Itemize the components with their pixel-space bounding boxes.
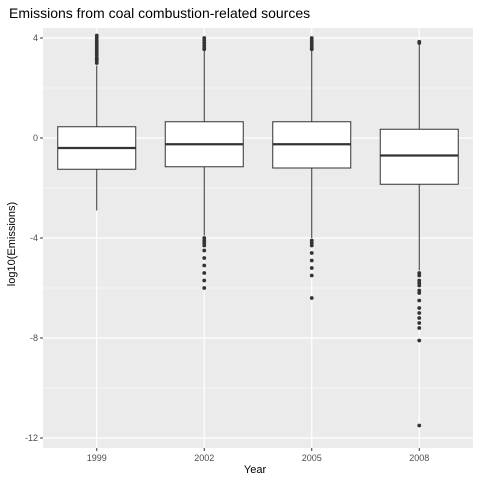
y-axis-title: log10(Emissions) <box>6 202 18 286</box>
outlier-point <box>202 279 206 283</box>
outlier-point <box>310 244 314 248</box>
outlier-point <box>310 274 314 278</box>
outlier-point <box>417 40 421 44</box>
outlier-point <box>417 284 421 288</box>
chart-title: Emissions from coal combustion-related s… <box>9 5 310 21</box>
outlier-point <box>95 34 99 38</box>
outlier-point <box>310 296 314 300</box>
outlier-point <box>310 36 314 40</box>
outlier-point <box>417 339 421 343</box>
outlier-point <box>202 256 206 260</box>
outlier-point <box>417 424 421 428</box>
x-axis-ticks: 1999 2002 2005 2008 <box>87 448 430 463</box>
y-tick-label: 4 <box>33 33 38 43</box>
iqr-box <box>380 129 458 184</box>
outlier-point <box>310 251 314 255</box>
outlier-point <box>202 36 206 40</box>
x-tick-label: 2002 <box>194 453 214 463</box>
y-axis-ticks: 4 0 -4 -8 -12 <box>25 33 43 443</box>
x-tick-label: 1999 <box>87 453 107 463</box>
outlier-point <box>417 274 421 278</box>
x-axis-title: Year <box>244 464 267 476</box>
outlier-point <box>202 271 206 275</box>
x-tick-label: 2008 <box>409 453 429 463</box>
outlier-point <box>417 326 421 330</box>
outlier-point <box>310 259 314 263</box>
outlier-point <box>417 291 421 295</box>
y-tick-label: 0 <box>33 133 38 143</box>
outlier-point <box>417 299 421 303</box>
y-tick-label: -4 <box>30 233 38 243</box>
outlier-point <box>310 266 314 270</box>
outlier-point <box>417 306 421 310</box>
outlier-point <box>417 311 421 315</box>
outlier-point <box>202 249 206 253</box>
outlier-point <box>417 316 421 320</box>
outlier-point <box>202 244 206 248</box>
outlier-point <box>202 264 206 268</box>
y-tick-label: -8 <box>30 333 38 343</box>
x-tick-label: 2005 <box>302 453 322 463</box>
outlier-point <box>202 286 206 290</box>
y-tick-label: -12 <box>25 433 38 443</box>
outlier-point <box>417 321 421 325</box>
